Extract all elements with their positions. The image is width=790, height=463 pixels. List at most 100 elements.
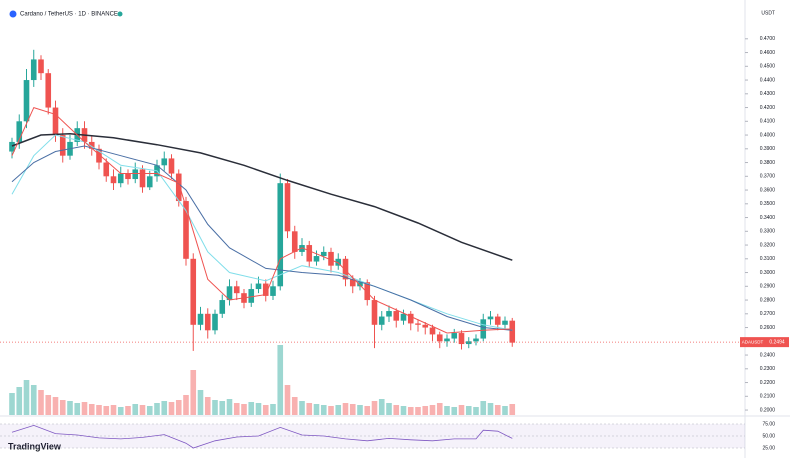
- volume-bar: [487, 403, 494, 415]
- candle-body: [415, 323, 421, 325]
- candle-body: [335, 258, 342, 266]
- rsi-tick-label: 50.00: [762, 433, 775, 439]
- volume-bar: [415, 407, 421, 415]
- candle-body: [52, 107, 59, 136]
- candle-body: [255, 283, 262, 290]
- volume-bar: [277, 345, 284, 415]
- volume-bar: [429, 405, 436, 415]
- y-tick-label: 0.3200: [760, 242, 776, 248]
- candle-body: [262, 283, 269, 296]
- currency-label: USDT: [761, 10, 775, 16]
- y-tick-label: 0.2100: [760, 394, 776, 400]
- y-tick-label: 0.3400: [760, 215, 776, 221]
- volume-bar: [328, 406, 334, 415]
- candle-body: [422, 324, 429, 328]
- volume-bar: [96, 405, 102, 415]
- volume-bar: [262, 405, 269, 415]
- volume-bar: [342, 403, 349, 415]
- volume-bar: [212, 400, 218, 415]
- volume-bar: [386, 403, 392, 415]
- volume-bar: [132, 404, 139, 415]
- candle-body: [451, 333, 458, 339]
- volume-bar: [190, 370, 197, 415]
- volume-bar: [81, 402, 88, 415]
- moving-average: [11, 134, 513, 331]
- volume-bar: [197, 390, 204, 415]
- candle-body: [444, 338, 450, 342]
- candle-body: [270, 286, 276, 296]
- y-tick-label: 0.2700: [760, 311, 776, 317]
- volume-bar: [313, 404, 320, 415]
- volume-bar: [168, 402, 175, 415]
- volume-bar: [458, 405, 465, 415]
- candle-body: [38, 59, 44, 74]
- volume-bar: [255, 403, 262, 415]
- volume-bar: [74, 403, 81, 415]
- y-tick-label: 0.3500: [760, 201, 776, 207]
- y-tick-label: 0.2600: [760, 325, 776, 331]
- y-tick-label: 0.4200: [760, 105, 776, 111]
- y-tick-label: 0.3300: [760, 229, 776, 235]
- candle-body: [502, 320, 508, 325]
- candle-body: [248, 289, 255, 303]
- candle-body: [458, 333, 465, 345]
- candle-body: [400, 313, 407, 321]
- candle-body: [291, 231, 298, 252]
- candle-body: [306, 245, 313, 262]
- candle-body: [386, 311, 392, 317]
- candle-body: [219, 300, 226, 314]
- candle-body: [480, 319, 487, 339]
- symbol-icon: [9, 10, 17, 18]
- candle-body: [342, 258, 349, 280]
- candle-body: [132, 169, 139, 180]
- volume-bar: [161, 401, 168, 415]
- volume-bar: [219, 401, 226, 415]
- volume-bar: [270, 404, 276, 415]
- volume-bar: [371, 401, 378, 415]
- candle-body: [233, 286, 240, 294]
- candle-body: [117, 173, 124, 184]
- volume-bar: [306, 403, 313, 415]
- volume-bar: [364, 406, 371, 415]
- candle-body: [30, 59, 37, 81]
- candle-body: [509, 320, 516, 343]
- candle-body: [364, 282, 371, 301]
- candle-body: [110, 176, 117, 184]
- market-status[interactable]: [117, 11, 123, 17]
- y-tick-label: 0.4700: [760, 36, 776, 42]
- candle-body: [371, 300, 378, 325]
- candle-body: [357, 282, 363, 287]
- y-tick-label: 0.4600: [760, 50, 776, 56]
- volume-bar: [248, 402, 255, 415]
- symbol-tag-label: ADAUSDT: [742, 339, 764, 344]
- candle-body: [96, 148, 102, 163]
- candle-body: [197, 313, 204, 325]
- volume-bar: [139, 405, 146, 415]
- y-tick-label: 0.4300: [760, 91, 776, 97]
- moving-average: [11, 106, 513, 334]
- candle-body: [487, 316, 494, 320]
- volume-bar: [146, 406, 153, 415]
- volume-bar: [67, 401, 73, 415]
- candle-body: [9, 141, 15, 152]
- volume-bar: [400, 406, 407, 415]
- candle-body: [168, 158, 175, 174]
- volume-bar: [16, 387, 23, 415]
- volume-bar: [125, 406, 131, 415]
- candle-body: [328, 251, 334, 266]
- symbol-tag: [740, 337, 765, 348]
- volume-bar: [436, 403, 443, 415]
- volume-bar: [299, 401, 305, 415]
- volume-bar: [110, 405, 117, 415]
- volume-bar: [465, 406, 472, 415]
- y-tick-label: 0.2000: [760, 407, 776, 413]
- volume-bar: [183, 395, 189, 415]
- volume-bar: [422, 406, 429, 415]
- y-tick-label: 0.2900: [760, 284, 776, 290]
- volume-bar: [226, 399, 233, 415]
- volume-bar: [494, 405, 501, 415]
- volume-bar: [378, 399, 385, 415]
- volume-bar: [9, 393, 15, 415]
- volume-bar: [284, 385, 291, 415]
- price-tag: [765, 337, 789, 348]
